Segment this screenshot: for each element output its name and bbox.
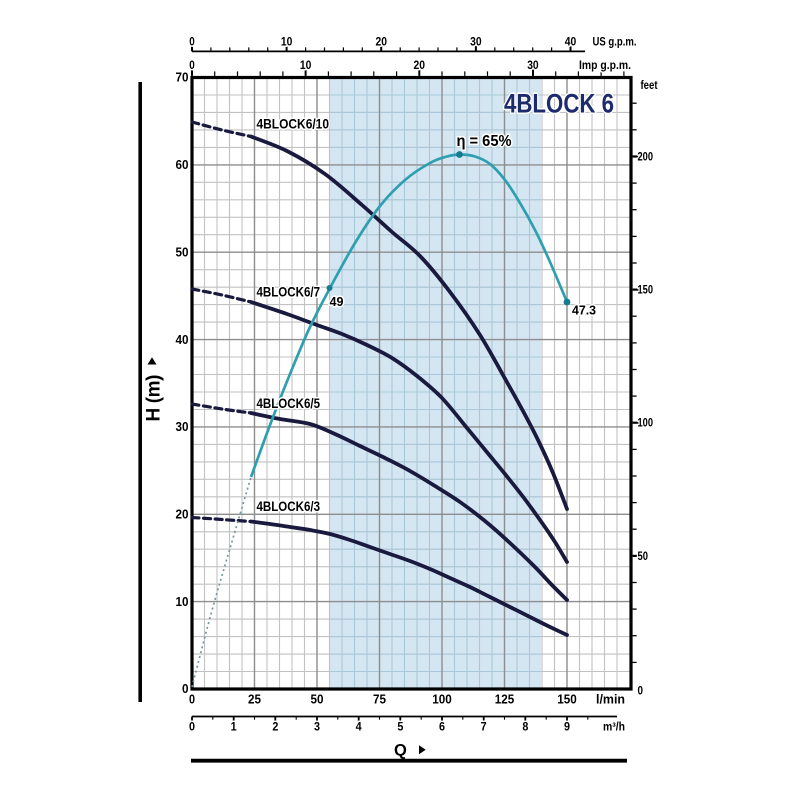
svg-text:0: 0 (189, 60, 195, 72)
svg-text:0: 0 (189, 720, 195, 734)
svg-text:feet: feet (641, 80, 658, 92)
svg-text:8: 8 (522, 720, 528, 734)
svg-text:30: 30 (470, 36, 482, 48)
svg-text:1: 1 (231, 720, 237, 734)
svg-text:125: 125 (495, 692, 515, 707)
svg-text:2: 2 (272, 720, 278, 734)
svg-text:50: 50 (311, 692, 324, 707)
svg-text:49: 49 (330, 294, 344, 309)
svg-text:100: 100 (638, 416, 654, 430)
svg-text:40: 40 (565, 36, 577, 48)
svg-text:30: 30 (527, 60, 539, 72)
svg-text:0: 0 (189, 36, 195, 48)
svg-text:4BLOCK6/10: 4BLOCK6/10 (257, 115, 330, 131)
svg-text:4BLOCK6/7: 4BLOCK6/7 (257, 283, 321, 299)
svg-text:70: 70 (176, 71, 189, 85)
svg-text:10: 10 (176, 595, 189, 609)
svg-text:150: 150 (638, 283, 654, 297)
svg-text:10: 10 (300, 60, 312, 72)
svg-text:0: 0 (182, 682, 189, 696)
svg-text:47.3: 47.3 (572, 303, 596, 318)
svg-text:0: 0 (638, 684, 644, 698)
svg-text:4: 4 (356, 720, 362, 734)
svg-text:9: 9 (564, 720, 570, 734)
svg-text:l/min: l/min (596, 693, 625, 707)
svg-text:η = 65%: η = 65% (457, 133, 512, 150)
svg-text:20: 20 (414, 60, 426, 72)
svg-text:4BLOCK 6: 4BLOCK 6 (504, 88, 614, 118)
svg-text:US g.p.m.: US g.p.m. (593, 36, 637, 48)
svg-text:50: 50 (638, 549, 649, 563)
svg-text:H (m): H (m) (144, 375, 165, 422)
svg-text:100: 100 (432, 692, 452, 707)
svg-text:20: 20 (176, 507, 189, 521)
svg-text:20: 20 (376, 36, 388, 48)
svg-text:0: 0 (189, 692, 195, 707)
svg-text:200: 200 (638, 149, 654, 163)
svg-text:30: 30 (176, 420, 189, 434)
svg-text:5: 5 (397, 720, 403, 734)
svg-text:Q: Q (394, 742, 407, 760)
svg-text:m³/h: m³/h (603, 722, 625, 734)
svg-text:40: 40 (176, 333, 189, 347)
svg-text:Imp g.p.m.: Imp g.p.m. (579, 60, 631, 72)
svg-text:4BLOCK6/3: 4BLOCK6/3 (257, 498, 321, 514)
svg-text:50: 50 (176, 245, 189, 259)
svg-text:4BLOCK6/5: 4BLOCK6/5 (257, 395, 321, 411)
svg-text:6: 6 (439, 720, 445, 734)
svg-text:3: 3 (314, 720, 320, 734)
svg-text:7: 7 (481, 720, 487, 734)
svg-text:10: 10 (281, 36, 293, 48)
svg-text:25: 25 (248, 692, 261, 707)
svg-text:75: 75 (373, 692, 386, 707)
svg-text:150: 150 (557, 692, 577, 707)
svg-text:60: 60 (176, 158, 189, 172)
